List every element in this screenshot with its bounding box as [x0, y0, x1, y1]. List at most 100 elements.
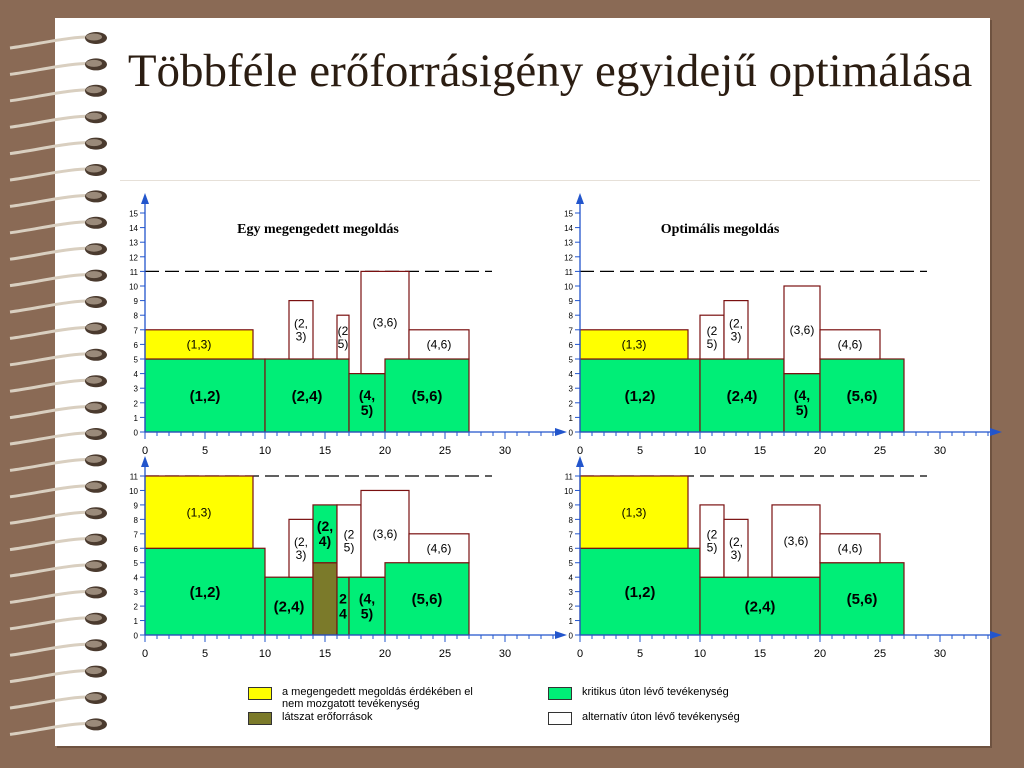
ring-highlight	[86, 350, 102, 358]
ring-highlight	[86, 112, 102, 120]
y-tick-label: 10	[129, 487, 138, 496]
legend-swatch-fixed	[248, 687, 272, 700]
block-label: (1,2)	[190, 584, 221, 601]
block-label-line: (2	[338, 324, 349, 338]
ring-highlight	[86, 403, 102, 411]
y-tick-label: 7	[569, 326, 574, 335]
y-tick-label: 5	[569, 356, 574, 365]
block-label-line: (2,4)	[292, 388, 323, 405]
block-label-line: (5,6)	[412, 591, 443, 608]
block-critical	[264, 576, 314, 636]
block-label: (3,6)	[373, 316, 398, 330]
y-tick-label: 7	[134, 530, 139, 539]
block-label-line: (4,6)	[427, 338, 452, 352]
spiral-ring	[9, 243, 107, 261]
block-label-line: 5)	[796, 402, 808, 418]
spiral-ring	[9, 454, 107, 472]
spiral-ring	[9, 428, 107, 446]
spiral-ring	[9, 533, 107, 552]
ring-highlight	[86, 218, 102, 226]
block-label-line: (4,6)	[838, 338, 863, 352]
block-label-line: 5)	[361, 605, 373, 621]
ring-highlight	[86, 614, 102, 622]
y-tick-label: 0	[569, 632, 574, 641]
y-axis-arrow	[141, 456, 149, 467]
block-label: (4, 5)	[359, 387, 375, 418]
y-tick-label: 1	[569, 414, 574, 423]
y-tick-label: 11	[130, 268, 139, 277]
spiral-ring	[9, 32, 107, 50]
spiral-ring	[9, 348, 107, 367]
spiral-ring	[9, 322, 107, 340]
y-axis-arrow	[141, 193, 149, 204]
x-tick-label: 10	[259, 648, 271, 660]
spiral-ring	[9, 216, 107, 235]
x-tick-label: 0	[142, 445, 148, 457]
block-label-line: (2,	[294, 317, 308, 331]
spiral-ring	[9, 375, 107, 393]
block-label: (1,3)	[622, 505, 647, 519]
y-tick-label: 8	[569, 312, 574, 321]
y-tick-label: 3	[569, 385, 574, 394]
x-axis-arrow	[990, 428, 1002, 436]
y-tick-label: 9	[134, 297, 139, 306]
ring-highlight	[86, 535, 102, 543]
chart-2: (1,2)(1,3)(2,4)(2 5)(2, 3)(4, 5)(3,6)(5,6)(…	[564, 193, 1002, 457]
chart-4: (1,2) (1,3) (2,4) (2 5) (2, 3) (3,6) (5,6) (4,6) 0…	[564, 456, 1002, 660]
block-label: (2, 3)	[294, 535, 308, 562]
x-tick-label: 25	[439, 648, 451, 660]
y-tick-label: 13	[129, 239, 138, 248]
spiral-ring	[9, 718, 107, 736]
block-label-line: (1,3)	[187, 338, 212, 352]
block-label: (2,4)	[274, 598, 305, 615]
spiral-ring	[9, 111, 107, 129]
block-fixed	[144, 475, 254, 549]
y-tick-label: 0	[569, 429, 574, 438]
block-alternative	[288, 300, 314, 360]
y-tick-label: 4	[569, 370, 574, 379]
ring-highlight	[86, 640, 102, 648]
block-alternative	[819, 329, 881, 360]
y-tick-label: 1	[134, 617, 139, 626]
block-label-line: (5,6)	[412, 388, 443, 405]
y-tick-label: 4	[569, 574, 574, 583]
block-label: (2, 3)	[729, 535, 743, 562]
block-label-line: (2,	[294, 535, 308, 549]
block-label: (2 5)	[707, 528, 718, 555]
y-tick-label: 5	[134, 559, 139, 568]
y-tick-label: 8	[569, 516, 574, 525]
spiral-ring	[9, 190, 107, 208]
legend: a megengedett megoldás érdékében el nem …	[248, 686, 808, 726]
block-label: (2,4)	[745, 598, 776, 615]
block-critical	[819, 562, 905, 636]
chart-title: Egy megengedett megoldás	[237, 222, 399, 237]
spiral-binding	[9, 32, 107, 736]
y-tick-label: 3	[134, 588, 139, 597]
block-label-line: (2,	[317, 518, 333, 534]
legend-swatch-critical	[548, 687, 572, 700]
y-tick-label: 5	[134, 356, 139, 365]
spiral-ring	[9, 639, 107, 657]
block-label-line: (3,6)	[784, 534, 809, 548]
block-label: (2, 3)	[294, 317, 308, 344]
block-fixed	[579, 475, 689, 549]
block-label-line: 3)	[296, 330, 307, 344]
y-tick-label: 10	[564, 283, 573, 292]
block-label: (4, 5)	[794, 387, 810, 418]
y-tick-label: 11	[565, 473, 574, 482]
spiral-ring	[9, 401, 107, 420]
x-axis-arrow	[990, 631, 1002, 639]
y-axis-arrow	[576, 193, 584, 204]
ring-highlight	[86, 33, 102, 41]
x-tick-label: 30	[499, 648, 511, 660]
block-label: (3,6)	[790, 323, 815, 337]
y-tick-label: 9	[134, 501, 139, 510]
y-tick-label: 10	[129, 283, 138, 292]
x-tick-label: 25	[874, 445, 886, 457]
block-label: (1,3)	[187, 338, 212, 352]
x-tick-label: 15	[319, 648, 331, 660]
spiral-ring	[9, 692, 107, 710]
ring-highlight	[86, 455, 102, 463]
spiral-ring	[9, 560, 107, 578]
